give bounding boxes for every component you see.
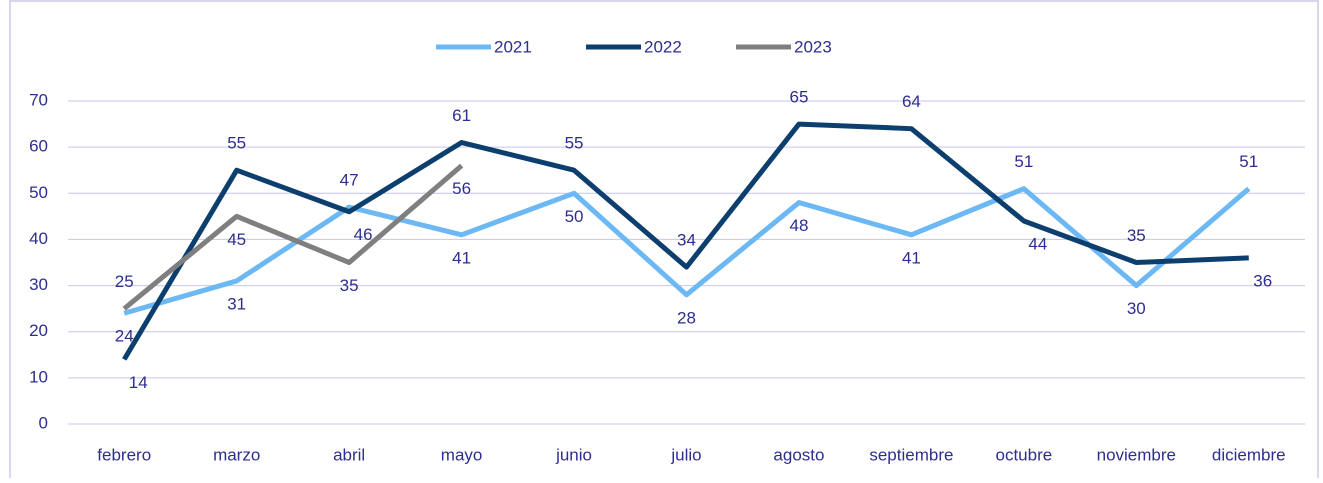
data-label: 48 — [789, 216, 808, 235]
data-label: 65 — [789, 88, 808, 107]
x-tick-label: julio — [670, 445, 701, 464]
data-label: 51 — [1239, 152, 1258, 171]
y-tick-label: 20 — [29, 321, 48, 340]
data-label: 61 — [452, 106, 471, 125]
x-tick-label: agosto — [773, 445, 824, 464]
legend-label: 2021 — [494, 37, 532, 56]
data-label: 35 — [1127, 226, 1146, 245]
data-label: 55 — [565, 134, 584, 153]
data-label: 24 — [115, 327, 134, 346]
data-label: 64 — [902, 92, 921, 111]
y-tick-label: 10 — [29, 367, 48, 386]
x-tick-label: diciembre — [1212, 445, 1286, 464]
line-series — [123, 186, 1251, 316]
y-tick-label: 70 — [29, 90, 48, 109]
x-tick-label: noviembre — [1097, 445, 1176, 464]
data-label: 14 — [129, 373, 148, 392]
y-tick-label: 50 — [29, 183, 48, 202]
data-label: 36 — [1253, 271, 1272, 290]
data-label: 50 — [565, 207, 584, 226]
data-label: 28 — [677, 308, 696, 327]
legend-label: 2023 — [794, 37, 832, 56]
data-label: 45 — [227, 230, 246, 249]
y-tick-label: 40 — [29, 229, 48, 248]
x-tick-label: abril — [333, 445, 365, 464]
x-tick-label: septiembre — [869, 445, 953, 464]
x-tick-label: octubre — [996, 445, 1053, 464]
data-label: 44 — [1028, 234, 1047, 253]
chart-border — [9, 0, 1319, 478]
y-tick-label: 60 — [29, 137, 48, 156]
x-tick-label: marzo — [213, 445, 260, 464]
x-tick-label: febrero — [97, 445, 151, 464]
data-label: 55 — [227, 134, 246, 153]
line-series — [122, 163, 464, 311]
data-label: 35 — [340, 276, 359, 295]
y-tick-label: 0 — [39, 413, 48, 432]
line-series — [122, 121, 1249, 361]
x-tick-label: mayo — [441, 445, 483, 464]
legend-label: 2022 — [644, 37, 682, 56]
data-label: 41 — [452, 248, 471, 267]
data-label: 46 — [354, 225, 373, 244]
data-label: 34 — [677, 231, 696, 250]
data-label: 30 — [1127, 299, 1146, 318]
data-label: 31 — [227, 294, 246, 313]
data-label: 25 — [115, 272, 134, 291]
x-tick-label: junio — [555, 445, 592, 464]
y-tick-label: 30 — [29, 275, 48, 294]
data-label: 51 — [1014, 152, 1033, 171]
data-label: 47 — [340, 171, 359, 190]
data-label: 41 — [902, 248, 921, 267]
data-label: 56 — [452, 179, 471, 198]
